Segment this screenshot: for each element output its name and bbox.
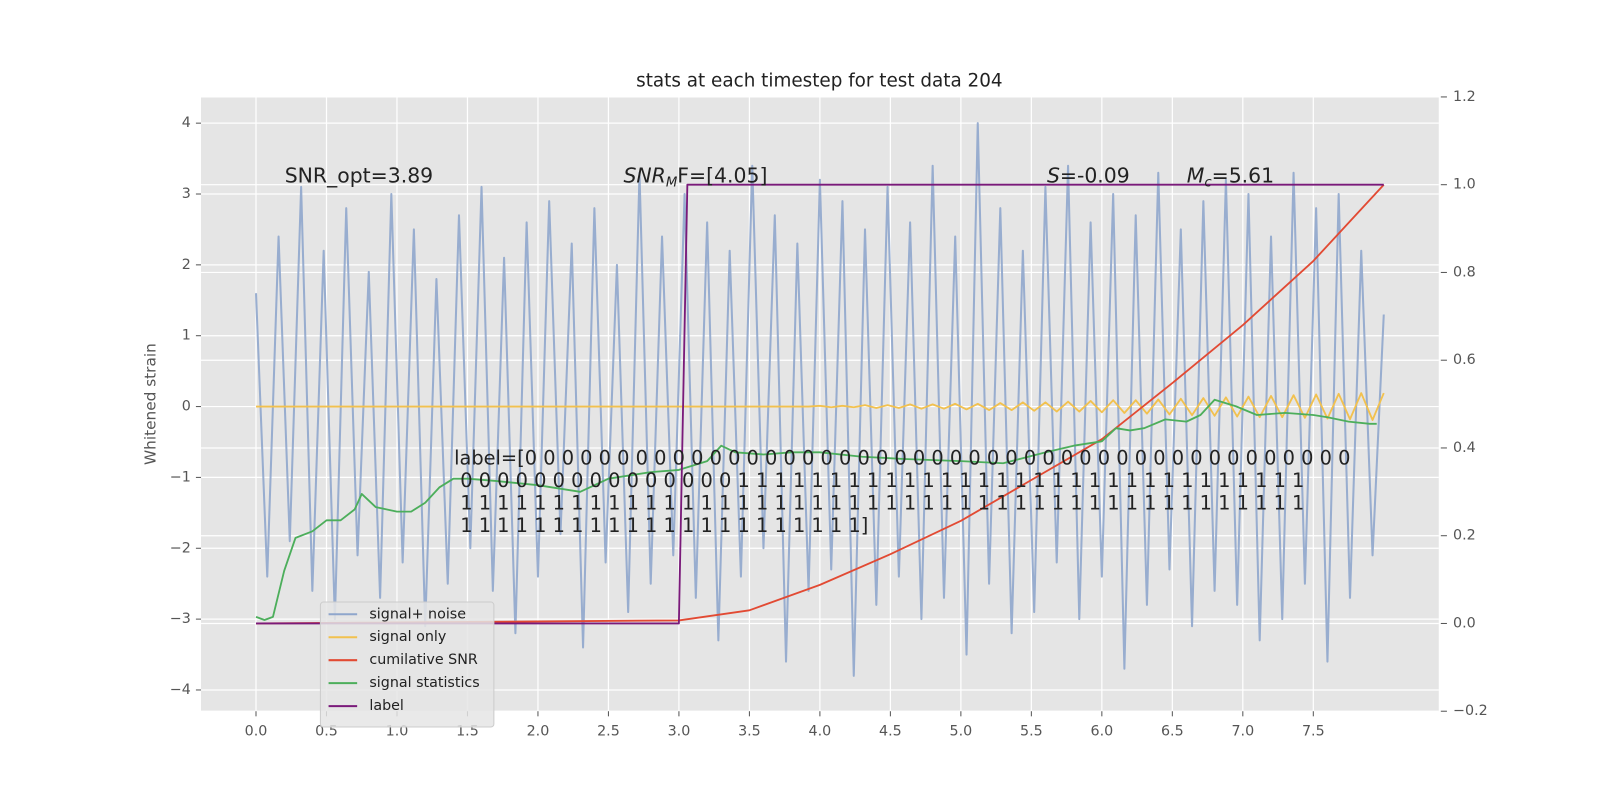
legend-box bbox=[319, 601, 495, 728]
annotation-text: =5.61 bbox=[1212, 164, 1275, 188]
chart-title: stats at each timestep for test data 204 bbox=[636, 71, 1002, 92]
legend-label: label bbox=[369, 698, 404, 714]
annotation-text: =-0.09 bbox=[1060, 164, 1130, 188]
annotation-sub: M bbox=[666, 176, 678, 191]
y2-tick-label: 0.8 bbox=[1453, 264, 1476, 280]
y-tick-label: −2 bbox=[170, 540, 191, 556]
x-tick-label: 2.5 bbox=[597, 724, 620, 740]
x-tick-label: 7.0 bbox=[1231, 724, 1254, 740]
x-tick-label: 0.5 bbox=[315, 724, 338, 740]
y-tick-label: 0 bbox=[182, 399, 191, 415]
x-tick-label: 4.0 bbox=[809, 724, 832, 740]
x-tick-label: 1.0 bbox=[386, 724, 409, 740]
x-tick-label: 3.5 bbox=[738, 724, 761, 740]
annotation-text: SNR_opt=3.89 bbox=[285, 164, 433, 189]
label-text-line: 1 1 1 1 1 1 1 1 1 1 1 1 1 1 1 1 1 1 1 1 … bbox=[460, 514, 868, 537]
x-tick-label: 4.5 bbox=[879, 724, 902, 740]
y2-tick-label: 0.0 bbox=[1453, 615, 1476, 631]
label-text-line: 1 1 1 1 1 1 1 1 1 1 1 1 1 1 1 1 1 1 1 1 … bbox=[460, 492, 1304, 515]
y-tick-label: −4 bbox=[170, 682, 191, 698]
y2-tick-label: 1.2 bbox=[1453, 89, 1476, 105]
label-text-line: 0 0 0 0 0 0 0 0 0 0 0 0 0 0 0 1 1 1 1 1 … bbox=[460, 469, 1304, 492]
x-tick-label: 6.5 bbox=[1161, 724, 1184, 740]
y2-tick-label: 0.2 bbox=[1453, 528, 1476, 544]
series-line bbox=[255, 398, 1377, 621]
x-tick-label: 2.0 bbox=[527, 724, 550, 740]
y-tick-label: −3 bbox=[170, 611, 191, 627]
y-tick-label: 4 bbox=[182, 115, 191, 131]
x-tick-label: 5.5 bbox=[1020, 724, 1043, 740]
annotation: SNR_opt=3.89 bbox=[285, 164, 433, 189]
annotation: Mc=5.61 bbox=[1187, 164, 1274, 191]
y-tick-label: 3 bbox=[182, 186, 191, 202]
annotation-sub: c bbox=[1204, 176, 1212, 191]
texts: 0.0 0.5 1.0 1.5 2.0 2.5 3.0 3.5 4.0 4.5 5.0 5.5 6.0 6… bbox=[170, 89, 1488, 740]
x-tick-label: 5.0 bbox=[950, 724, 973, 740]
y-tick-label: 1 bbox=[182, 328, 191, 344]
y-axis-label: Whitened strain bbox=[142, 343, 160, 465]
annotation-italic: S bbox=[1047, 164, 1060, 188]
legend-label: signal statistics bbox=[369, 675, 479, 691]
y-tick-label: −1 bbox=[170, 469, 191, 485]
annotation-italic: SNR bbox=[623, 164, 665, 188]
x-tick-label: 0.0 bbox=[245, 724, 268, 740]
legend-label: signal only bbox=[369, 629, 446, 645]
y2-tick-label: 0.4 bbox=[1453, 440, 1476, 456]
y2-tick-label: −0.2 bbox=[1453, 703, 1488, 719]
annotation-text: F=[4.05] bbox=[677, 164, 767, 188]
series-line bbox=[256, 392, 1385, 421]
x-tick-label: 1.5 bbox=[456, 724, 479, 740]
legend-label: cumilative SNR bbox=[369, 652, 477, 668]
y-tick-label: 2 bbox=[182, 257, 191, 273]
x-tick-label: 3.0 bbox=[668, 724, 691, 740]
y2-tick-label: 0.6 bbox=[1453, 352, 1476, 368]
legend-label: signal+ noise bbox=[369, 606, 466, 622]
x-tick-label: 7.5 bbox=[1302, 724, 1325, 740]
series-line bbox=[255, 122, 1385, 677]
series-line bbox=[256, 184, 1385, 625]
annotation: S=-0.09 bbox=[1047, 164, 1130, 188]
y2-tick-label: 1.0 bbox=[1453, 177, 1476, 193]
annotation-italic: M bbox=[1187, 164, 1205, 188]
annotation: SNRMF=[4.05] bbox=[623, 164, 767, 191]
label-text-line: label=[0 0 0 0 0 0 0 0 0 0 0 0 0 0 0 0 0… bbox=[454, 447, 1350, 470]
x-tick-label: 6.0 bbox=[1091, 724, 1114, 740]
